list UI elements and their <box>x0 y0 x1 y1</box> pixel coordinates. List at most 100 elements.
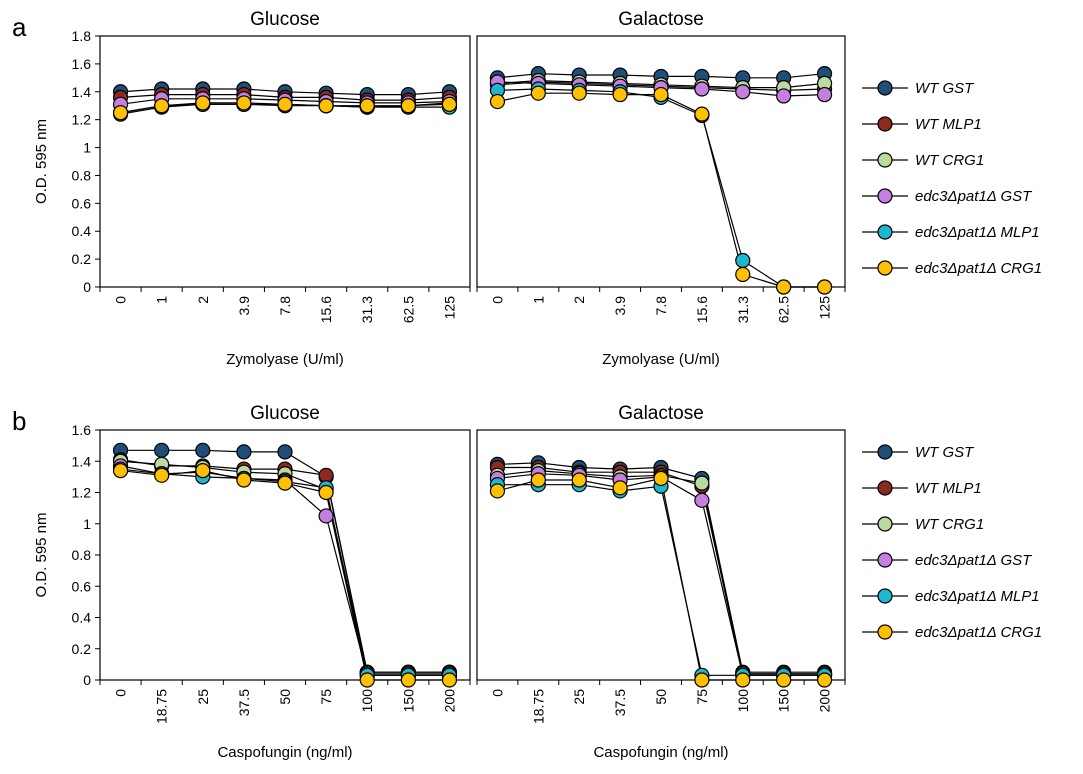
chart4-xtick-label: 0 <box>489 689 505 697</box>
chart3-series-line-5 <box>120 468 450 676</box>
chart4-data-point <box>776 672 792 688</box>
legend-a-marker <box>877 80 893 96</box>
legend-a-marker <box>877 152 893 168</box>
chart2-xtick-label: 3.9 <box>612 296 628 316</box>
legend-b-marker <box>877 480 893 496</box>
chart4-xtick-label: 200 <box>817 689 833 713</box>
chart1-ytick-label: 0.6 <box>72 195 92 211</box>
chart4-xtick-label: 50 <box>653 689 669 705</box>
chart4-data-point <box>571 472 587 488</box>
chart4-series-line-4 <box>497 473 825 676</box>
chart3-data-point <box>318 467 334 483</box>
chart3-xtick-label: 18.75 <box>154 689 170 724</box>
chart1-xtick-label: 62.5 <box>400 296 416 323</box>
chart1-title: Glucose <box>250 9 320 30</box>
chart3-ytick-label: 0.4 <box>72 610 92 626</box>
chart3-data-point <box>154 442 170 458</box>
legend-a-marker <box>877 224 893 240</box>
legend-a-label: WT MLP1 <box>915 116 982 133</box>
chart2-data-point <box>735 252 751 269</box>
chart2-series-line-5 <box>497 88 825 288</box>
panel-letter-b: b <box>12 406 26 436</box>
chart1-data-point <box>400 98 416 114</box>
chart3-xlabel: Caspofungin (ng/ml) <box>217 744 352 761</box>
chart2-data-point <box>489 93 506 110</box>
chart3-data-point <box>359 672 375 688</box>
chart1-xtick-label: 2 <box>195 296 211 304</box>
chart4-xtick-label: 150 <box>776 689 792 713</box>
legend-a-label: edc3Δpat1Δ CRG1 <box>915 260 1042 277</box>
chart3-ytick-label: 1.6 <box>72 422 92 438</box>
chart4-data-point <box>530 472 546 488</box>
legend-a-marker <box>877 260 893 276</box>
chart4-series-line-2 <box>497 466 825 675</box>
legend-b-label: edc3Δpat1Δ MLP1 <box>915 588 1040 605</box>
legend-a-label: edc3Δpat1Δ GST <box>915 188 1033 205</box>
chart1-xlabel: Zymolyase (U/ml) <box>226 351 344 368</box>
legend-a-marker <box>877 188 893 204</box>
chart1-ytick-label: 1.2 <box>72 112 92 128</box>
chart1-data-point <box>359 98 375 114</box>
chart3-ytick-label: 0 <box>83 672 91 688</box>
chart1-data-point <box>277 96 293 112</box>
chart4-data-point <box>653 470 669 487</box>
chart1-xtick-label: 0 <box>113 296 129 304</box>
chart3-data-point <box>195 442 211 458</box>
chart4-data-point <box>694 672 710 688</box>
chart3-ylabel: O.D. 595 nm <box>33 512 50 597</box>
chart1-data-point <box>154 98 170 114</box>
chart3-data-point <box>318 484 334 501</box>
chart3-data-point <box>195 463 211 479</box>
legend-a-marker <box>877 116 893 132</box>
chart4-data-point <box>735 672 751 688</box>
chart1-xtick-label: 1 <box>154 296 170 304</box>
chart2-data-point <box>816 86 833 103</box>
chart3-data-point <box>277 475 293 491</box>
chart1-ytick-label: 0.2 <box>72 251 92 267</box>
chart3-ytick-label: 1 <box>83 516 91 532</box>
chart1-data-point <box>441 96 458 112</box>
legend-a-label: WT CRG1 <box>915 152 984 169</box>
chart4-xtick-label: 75 <box>694 689 710 705</box>
chart1-ytick-label: 1.8 <box>72 28 92 44</box>
chart1-ytick-label: 0.4 <box>72 223 92 239</box>
chart2-data-point <box>776 88 792 104</box>
chart1-xtick-label: 125 <box>441 296 457 320</box>
chart3-ytick-label: 0.8 <box>72 547 92 563</box>
chart2-xtick-label: 7.8 <box>653 296 669 316</box>
chart2-xtick-label: 2 <box>571 296 587 304</box>
chart2-xlabel: Zymolyase (U/ml) <box>602 351 720 368</box>
chart1-ytick-label: 0 <box>83 279 91 295</box>
chart4-xlabel: Caspofungin (ng/ml) <box>593 744 728 761</box>
chart1-plot-frame <box>99 35 471 288</box>
chart1-data-point <box>112 105 129 121</box>
legend-b-marker <box>877 588 893 604</box>
chart3-data-point <box>236 472 252 488</box>
chart3-data-point <box>318 508 334 524</box>
chart3-data-point <box>400 672 416 688</box>
chart2-data-point <box>735 84 751 100</box>
chart2-series-line-6 <box>497 92 825 288</box>
chart1-data-point <box>318 98 334 114</box>
chart1-ytick-label: 1.6 <box>72 56 92 72</box>
chart4-series-line-3 <box>497 469 825 675</box>
chart3-xtick-label: 37.5 <box>236 689 252 716</box>
chart3-xtick-label: 100 <box>359 689 375 713</box>
chart3-data-point <box>112 463 129 479</box>
chart2-data-point <box>694 81 710 97</box>
chart2-data-point <box>653 86 669 103</box>
legend-a-label: edc3Δpat1Δ MLP1 <box>915 224 1040 241</box>
chart3-xtick-label: 150 <box>400 689 416 713</box>
chart4-data-point <box>694 475 710 491</box>
chart3-ytick-label: 1.2 <box>72 485 92 501</box>
chart2-xtick-label: 125 <box>817 296 833 320</box>
chart2-data-point <box>694 106 710 122</box>
chart1-data-point <box>195 95 211 111</box>
chart4-series-line-6 <box>497 477 825 681</box>
chart3-xtick-label: 50 <box>277 689 293 705</box>
chart2-xtick-label: 0 <box>489 296 505 304</box>
chart4-xtick-label: 37.5 <box>612 689 628 716</box>
chart3-xtick-label: 25 <box>195 689 211 705</box>
chart2-data-point <box>816 279 833 295</box>
